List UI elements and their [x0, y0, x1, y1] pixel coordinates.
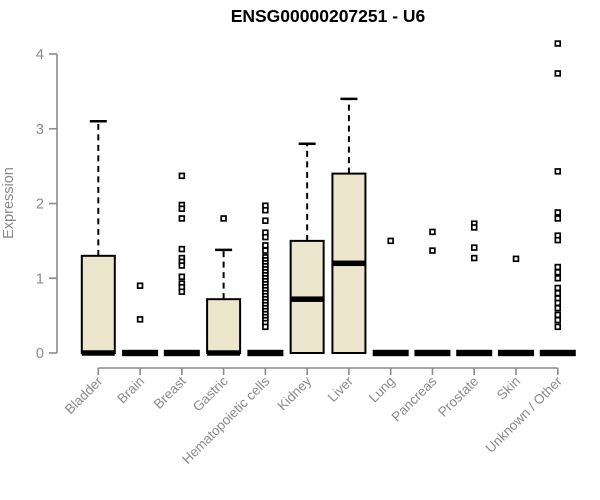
x-tick-label-kidney: Kidney [274, 373, 314, 413]
outlier-unknown-other [554, 70, 562, 77]
outlier-unknown-other [554, 299, 562, 307]
outlier-unknown-other [554, 311, 562, 319]
outlier-breast [178, 273, 186, 281]
median-hematopoietic-cells [247, 349, 284, 357]
outlier-hematopoietic-cells [262, 247, 269, 254]
outlier-unknown-other [554, 304, 562, 312]
outlier-breast [178, 172, 186, 180]
outlier-breast [178, 262, 186, 269]
median-brain [122, 349, 159, 357]
outlier-unknown-other [554, 263, 562, 271]
outlier-unknown-other [554, 284, 562, 292]
outlier-brain [136, 316, 144, 323]
chart-title: ENSG00000207251 - U6 [231, 6, 426, 26]
x-tick-label-brain: Brain [114, 374, 147, 407]
y-axis-label: Expression [1, 167, 17, 239]
outlier-breast [178, 215, 186, 222]
outlier-unknown-other [554, 323, 562, 331]
outlier-prostate [470, 244, 478, 251]
median-lung [372, 349, 409, 357]
median-kidney [290, 296, 324, 302]
outlier-pancreas [429, 228, 436, 236]
y-tick-label: 0 [36, 346, 44, 362]
y-tick-label: 1 [36, 271, 44, 287]
outlier-prostate [470, 254, 478, 262]
x-tick-label-bladder: Bladder [62, 373, 106, 417]
outlier-skin [512, 255, 520, 263]
median-liver [332, 260, 366, 267]
outlier-unknown-other [554, 215, 562, 222]
box-bladder [80, 254, 116, 354]
outlier-unknown-other [554, 316, 562, 324]
outlier-hematopoietic-cells [262, 323, 269, 331]
median-breast [163, 349, 200, 357]
outlier-unknown-other [554, 40, 562, 47]
x-tick-label-breast: Breast [151, 373, 189, 411]
outlier-breast [178, 205, 186, 212]
outlier-unknown-other [554, 209, 562, 216]
outlier-breast [178, 245, 186, 253]
outlier-hematopoietic-cells [262, 233, 269, 241]
box-gastric [206, 298, 242, 354]
outlier-hematopoietic-cells [262, 217, 269, 224]
x-tick-label-prostate: Prostate [435, 374, 481, 420]
outlier-unknown-other [554, 275, 562, 282]
outlier-prostate [470, 224, 478, 231]
x-tick-label-liver: Liver [325, 373, 357, 405]
median-unknown-other [539, 349, 576, 357]
y-tick-label: 3 [36, 122, 44, 138]
outlier-lung [387, 237, 394, 245]
outlier-hematopoietic-cells [262, 206, 269, 214]
outlier-unknown-other [554, 168, 562, 175]
x-tick-label-unknown-other: Unknown / Other [483, 373, 566, 456]
median-gastric [207, 350, 241, 356]
outlier-unknown-other [554, 236, 562, 244]
outlier-hematopoietic-cells [262, 242, 269, 249]
median-pancreas [414, 349, 451, 357]
outlier-unknown-other [554, 269, 562, 276]
y-tick-label: 2 [36, 197, 44, 213]
outlier-breast [178, 288, 186, 295]
median-bladder [81, 350, 115, 356]
x-tick-label-skin: Skin [494, 374, 523, 403]
outlier-pancreas [429, 247, 436, 254]
x-tick-label-gastric: Gastric [190, 373, 231, 414]
y-tick-label: 4 [36, 47, 44, 63]
outlier-gastric [220, 215, 227, 222]
median-skin [498, 349, 534, 357]
outlier-unknown-other [554, 289, 562, 297]
median-prostate [456, 349, 493, 357]
outlier-brain [136, 282, 144, 289]
x-tick-label-lung: Lung [366, 374, 398, 406]
x-tick-label-pancreas: Pancreas [389, 373, 440, 424]
